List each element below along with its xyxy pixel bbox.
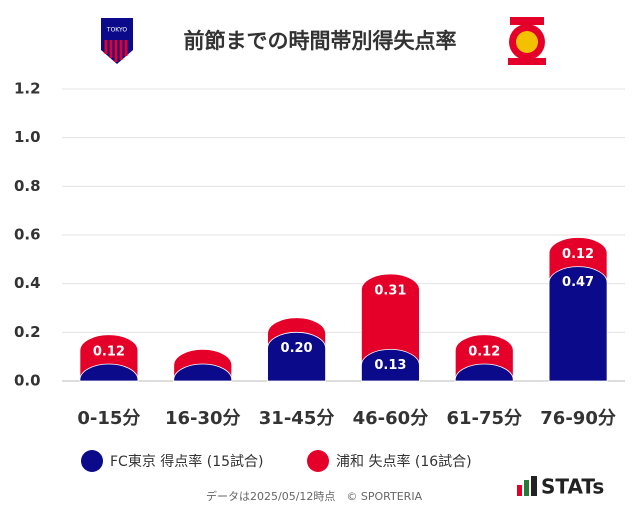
bar-segment (267, 331, 326, 382)
bar-segment (173, 363, 233, 382)
y-tick-label: 0.2 (14, 323, 41, 341)
x-tick-label: 31-45分 (259, 408, 335, 429)
x-tick-label: 61-75分 (446, 408, 522, 429)
bar-segment (454, 363, 514, 382)
data-label: 0.20 (281, 341, 313, 356)
y-tick-label: 1.0 (14, 128, 41, 146)
y-tick-label: 0.0 (14, 372, 41, 390)
urawa-logo (508, 17, 546, 65)
y-tick-label: 0.4 (14, 274, 41, 292)
chart-title: 前節までの時間帯別得失点率 (184, 29, 457, 53)
legend-label: FC東京 得点率 (15試合) (110, 453, 263, 470)
y-tick-label: 0.8 (14, 177, 41, 195)
legend-marker (81, 450, 103, 472)
y-tick-label: 0.6 (14, 226, 41, 244)
x-tick-label: 46-60分 (353, 408, 429, 429)
data-label: 0.13 (374, 358, 406, 373)
footnote: データは2025/05/12時点 © SPORTERIA (206, 489, 423, 503)
legend-label: 浦和 失点率 (16試合) (336, 453, 472, 470)
brand-logo: STATs (517, 475, 604, 499)
x-tick-label: 76-90分 (540, 408, 616, 429)
bar-segment (548, 266, 608, 382)
data-label: 0.31 (374, 283, 406, 298)
svg-text:TOKYO: TOKYO (106, 27, 127, 34)
y-tick-label: 1.2 (14, 80, 41, 98)
brand: STATs (541, 475, 604, 499)
legend-marker (307, 450, 329, 472)
data-label: 0.12 (562, 247, 594, 262)
x-tick-label: 0-15分 (77, 408, 140, 429)
bar-segment (361, 349, 420, 382)
x-tick-label: 16-30分 (165, 408, 241, 429)
fc-tokyo-logo: TOKYO (101, 18, 133, 64)
data-label: 0.12 (93, 344, 125, 359)
data-label: 0.12 (468, 344, 500, 359)
data-label: 0.47 (562, 275, 594, 290)
bar-segment (79, 363, 139, 382)
